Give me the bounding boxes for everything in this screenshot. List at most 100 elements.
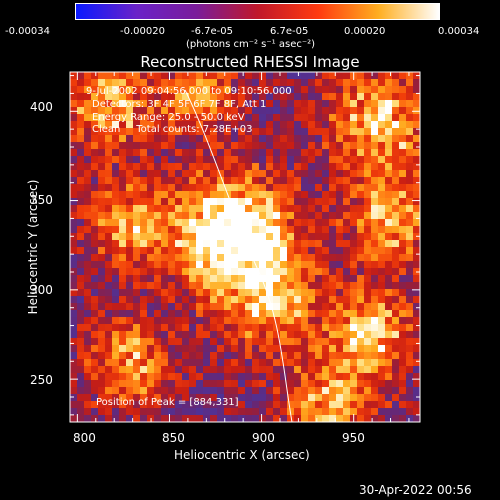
heatmap-cell xyxy=(203,226,210,233)
heatmap-cell xyxy=(105,324,112,331)
heatmap-cell xyxy=(399,156,406,163)
heatmap-cell xyxy=(329,345,336,352)
heatmap-cell xyxy=(245,177,252,184)
heatmap-cell xyxy=(91,72,98,79)
heatmap-cell xyxy=(224,345,231,352)
heatmap-cell xyxy=(294,177,301,184)
heatmap-cell xyxy=(231,289,238,296)
heatmap-cell xyxy=(168,191,175,198)
heatmap-cell xyxy=(119,352,126,359)
heatmap-cell xyxy=(280,121,287,128)
x-tick-label: 950 xyxy=(342,431,365,445)
heatmap-cell xyxy=(385,324,392,331)
heatmap-cell xyxy=(196,198,203,205)
heatmap-cell xyxy=(203,401,210,408)
heatmap-cell xyxy=(231,163,238,170)
heatmap-cell xyxy=(329,373,336,380)
heatmap-cell xyxy=(273,177,280,184)
heatmap-cell xyxy=(301,198,308,205)
heatmap-cell xyxy=(105,198,112,205)
heatmap-cell xyxy=(406,100,413,107)
heatmap-cell xyxy=(406,380,413,387)
timestamp: 30-Apr-2022 00:56 xyxy=(359,483,472,497)
heatmap-cell xyxy=(245,324,252,331)
heatmap-cell xyxy=(308,184,315,191)
heatmap-cell xyxy=(273,121,280,128)
heatmap-cell xyxy=(84,282,91,289)
heatmap-cell xyxy=(168,226,175,233)
heatmap-cell xyxy=(140,310,147,317)
heatmap-cell xyxy=(322,394,329,401)
heatmap-cell xyxy=(84,345,91,352)
heatmap-cell xyxy=(154,149,161,156)
heatmap-cell xyxy=(203,247,210,254)
heatmap-cell xyxy=(203,177,210,184)
heatmap-cell xyxy=(252,184,259,191)
heatmap-cell xyxy=(175,93,182,100)
heatmap-cell xyxy=(189,254,196,261)
heatmap-cell xyxy=(231,359,238,366)
observation-time: 9-Jul-2002 09:04:56.000 to 09:10:56.000 xyxy=(86,86,292,97)
heatmap-cell xyxy=(91,149,98,156)
heatmap-cell xyxy=(266,86,273,93)
heatmap-cell xyxy=(378,247,385,254)
heatmap-cell xyxy=(140,268,147,275)
heatmap-cell xyxy=(77,268,84,275)
heatmap-cell xyxy=(273,268,280,275)
heatmap-cell xyxy=(364,415,371,422)
heatmap-cell xyxy=(105,184,112,191)
heatmap-cell xyxy=(84,79,91,86)
heatmap-cell xyxy=(112,191,119,198)
heatmap-cell xyxy=(315,198,322,205)
heatmap-cell xyxy=(147,177,154,184)
heatmap-cell xyxy=(301,247,308,254)
heatmap-cell xyxy=(147,310,154,317)
heatmap-cell xyxy=(91,184,98,191)
heatmap-cell xyxy=(217,170,224,177)
heatmap-cell xyxy=(392,366,399,373)
heatmap-cell xyxy=(126,247,133,254)
heatmap-cell xyxy=(245,205,252,212)
heatmap-cell xyxy=(70,198,77,205)
heatmap-cell xyxy=(112,275,119,282)
heatmap-cell xyxy=(392,324,399,331)
heatmap-cell xyxy=(301,289,308,296)
heatmap-cell xyxy=(105,121,112,128)
heatmap-cell xyxy=(217,135,224,142)
heatmap-cell xyxy=(182,324,189,331)
heatmap-cell xyxy=(231,282,238,289)
heatmap-cell xyxy=(98,380,105,387)
heatmap-cell xyxy=(196,240,203,247)
heatmap-cell xyxy=(238,219,245,226)
heatmap-cell xyxy=(385,261,392,268)
heatmap-cell xyxy=(91,79,98,86)
heatmap-cell xyxy=(399,170,406,177)
heatmap-cell xyxy=(357,177,364,184)
heatmap-cell xyxy=(161,114,168,121)
heatmap-cell xyxy=(91,296,98,303)
heatmap-cell xyxy=(168,156,175,163)
heatmap-cell xyxy=(273,366,280,373)
heatmap-cell xyxy=(91,331,98,338)
heatmap-cell xyxy=(315,86,322,93)
heatmap-cell xyxy=(364,254,371,261)
heatmap-cell xyxy=(126,142,133,149)
heatmap-cell xyxy=(182,408,189,415)
heatmap-cell xyxy=(238,261,245,268)
heatmap-cell xyxy=(287,93,294,100)
heatmap-cell xyxy=(273,359,280,366)
heatmap-cell xyxy=(140,247,147,254)
heatmap-cell xyxy=(392,86,399,93)
heatmap-cell xyxy=(266,205,273,212)
heatmap-cell xyxy=(371,317,378,324)
heatmap-cell xyxy=(77,247,84,254)
heatmap-cell xyxy=(154,163,161,170)
heatmap-cell xyxy=(322,93,329,100)
heatmap-cell xyxy=(182,107,189,114)
heatmap-cell xyxy=(133,275,140,282)
heatmap-cell xyxy=(259,135,266,142)
heatmap-cell xyxy=(259,282,266,289)
heatmap-cell xyxy=(259,352,266,359)
heatmap-cell xyxy=(91,142,98,149)
heatmap-cell xyxy=(231,317,238,324)
